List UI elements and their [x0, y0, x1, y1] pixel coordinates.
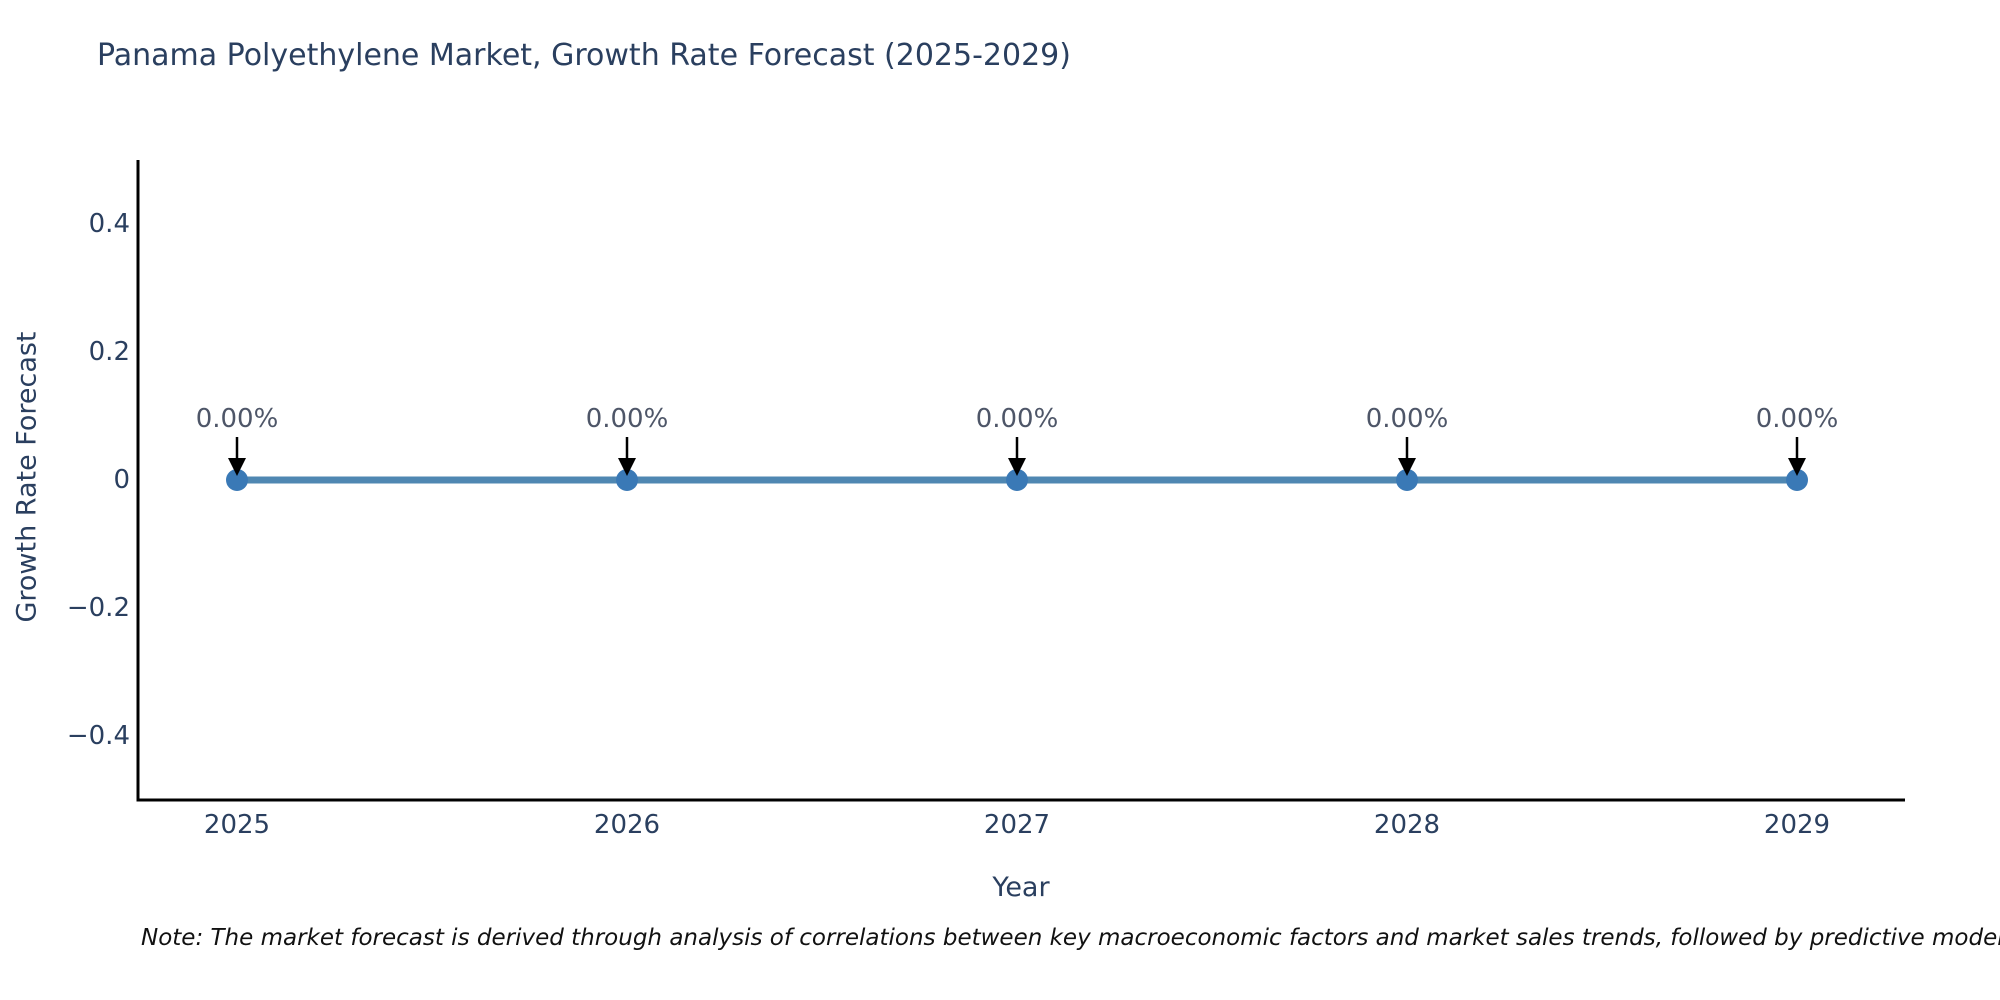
y-axis-title: Growth Rate Forecast	[11, 331, 43, 623]
y-tick-label: 0.4	[88, 209, 130, 239]
annotation-arrow-head	[1008, 458, 1026, 476]
x-tick-label: 2025	[203, 810, 271, 840]
data-point-marker	[1396, 469, 1418, 491]
data-point-value-label: 0.00%	[1365, 404, 1449, 434]
data-point-value-label: 0.00%	[195, 404, 279, 434]
data-point-marker	[616, 469, 638, 491]
annotation-arrow-head	[1398, 458, 1416, 476]
chart-title: Panama Polyethylene Market, Growth Rate …	[97, 38, 1071, 73]
data-point-marker	[1786, 469, 1808, 491]
data-point-value-label: 0.00%	[585, 404, 669, 434]
data-point-value-label: 0.00%	[1755, 404, 1839, 434]
y-tick-label: 0	[113, 465, 130, 495]
data-point-marker	[226, 469, 248, 491]
data-point-marker	[1006, 469, 1028, 491]
y-tick-label: 0.2	[88, 337, 130, 367]
data-point-value-label: 0.00%	[975, 404, 1059, 434]
y-tick-label: −0.2	[66, 593, 130, 623]
chart-footnote: Note: The market forecast is derived thr…	[141, 925, 2000, 951]
x-axis-title: Year	[992, 872, 1050, 903]
annotation-arrow-head	[228, 458, 246, 476]
annotation-arrow-head	[618, 458, 636, 476]
annotation-arrow-head	[1788, 458, 1806, 476]
x-tick-label: 2026	[593, 810, 661, 840]
y-tick-label: −0.4	[66, 721, 130, 751]
x-tick-label: 2029	[1763, 810, 1831, 840]
x-tick-label: 2027	[983, 810, 1051, 840]
x-tick-label: 2028	[1373, 810, 1441, 840]
